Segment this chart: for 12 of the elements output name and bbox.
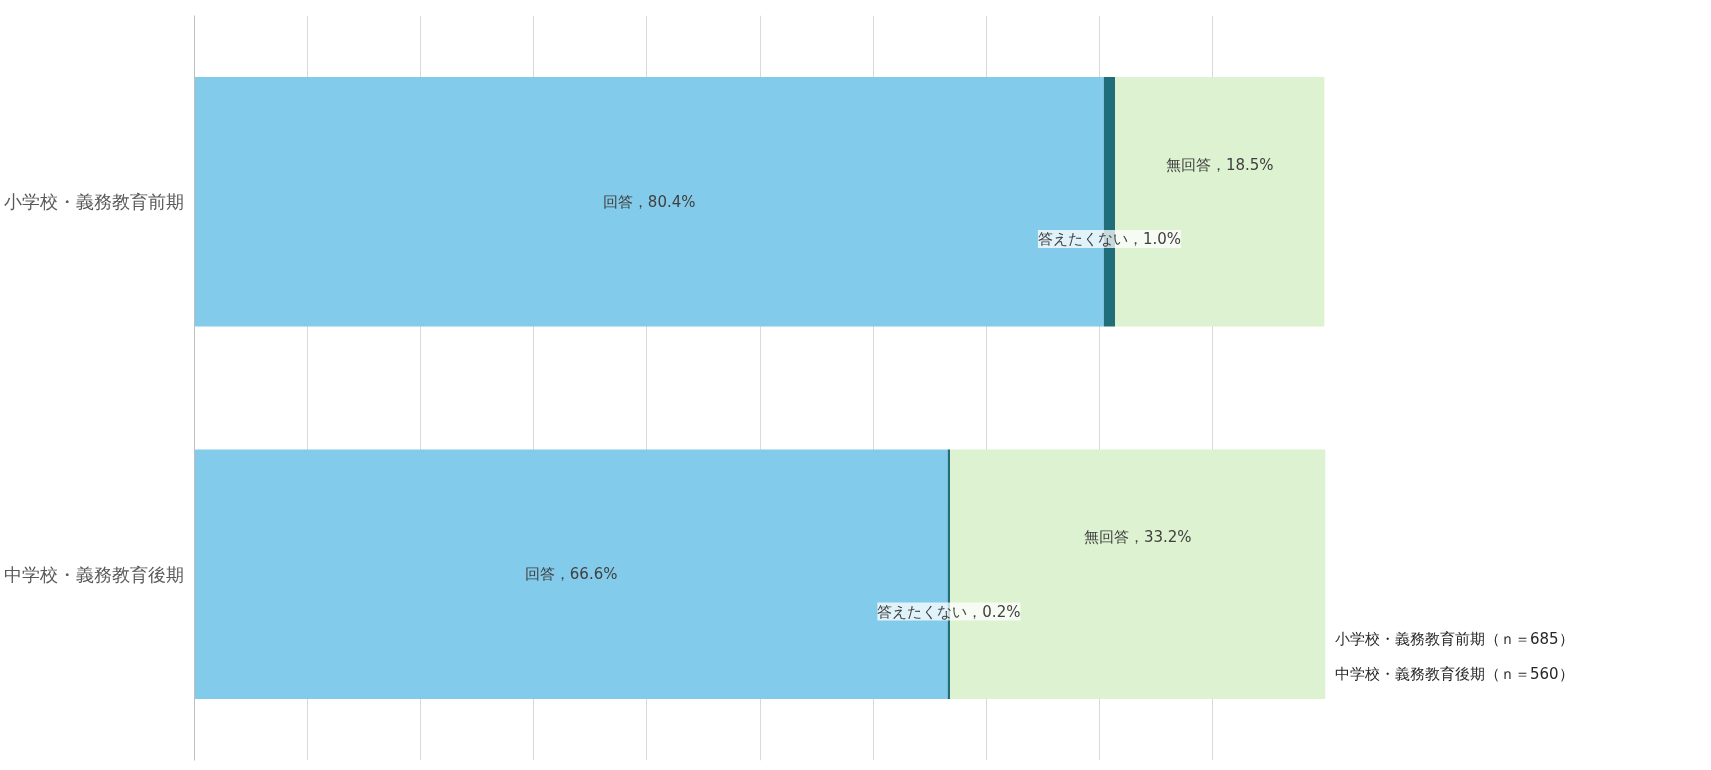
data-label: 答えたくない，1.0% [1037, 230, 1182, 248]
data-label: 回答，66.6% [524, 565, 618, 584]
data-label: 回答，80.4% [602, 192, 696, 211]
y-tick-label: 中学校・義務教育後期 [3, 563, 184, 585]
bar [1115, 76, 1325, 327]
data-label: 答えたくない，0.2% [877, 602, 1021, 621]
text: 中学校・義務教育後期（ｎ＝560） [1335, 664, 1574, 686]
y-tick-label: 小学校・義務教育前期 [3, 191, 184, 213]
text: 小学校・義務教育前期（ｎ＝685） [1335, 629, 1574, 650]
data-label: 無回答，33.2% [1083, 528, 1192, 546]
bar [950, 449, 1326, 700]
data-label: 無回答，18.5% [1165, 155, 1274, 174]
